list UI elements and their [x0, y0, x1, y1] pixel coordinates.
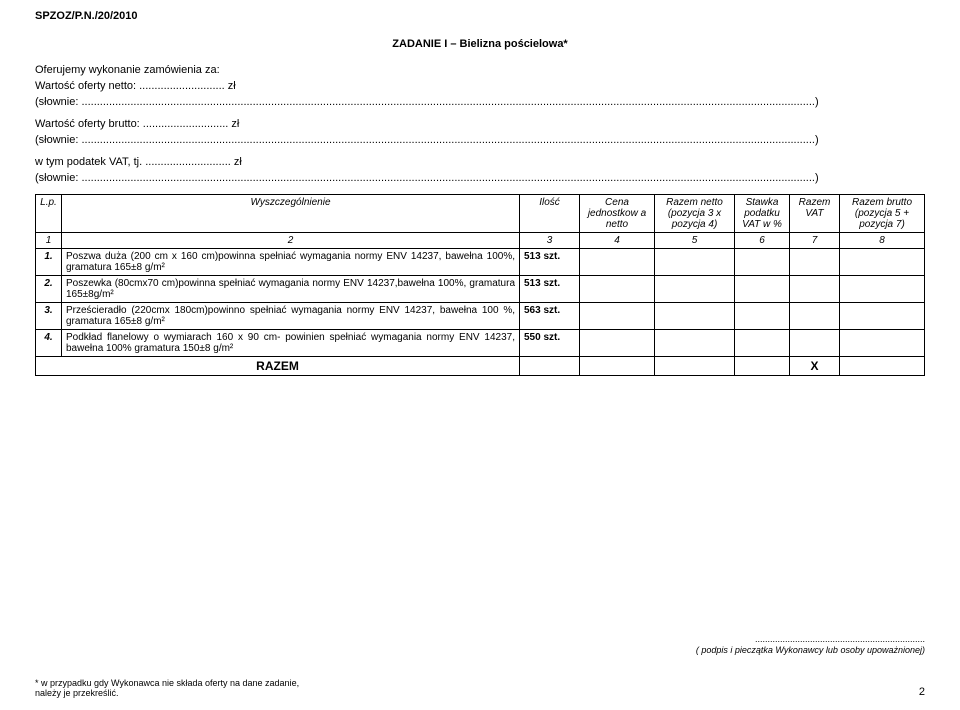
razem-empty	[580, 357, 655, 376]
razem-x: X	[790, 357, 840, 376]
col-rbrutto: Razem brutto (pozycja 5 + pozycja 7)	[840, 195, 925, 233]
row-rbrutto	[840, 276, 925, 303]
doc-id: SPZOZ/P.N./20/2010	[35, 10, 925, 22]
col-stawka: Stawka podatku VAT w %	[735, 195, 790, 233]
col-cena: Cena jednostkow a netto	[580, 195, 655, 233]
slownie-brutto: (słownie: ..............................…	[35, 134, 925, 146]
row-rnetto	[655, 330, 735, 357]
items-table: L.p. Wyszczególnienie Ilość Cena jednost…	[35, 194, 925, 376]
colnum-1: 1	[36, 233, 62, 249]
row-cena	[580, 303, 655, 330]
colnum-3: 3	[520, 233, 580, 249]
row-qty: 563 szt.	[520, 303, 580, 330]
signature-caption: ( podpis i pieczątka Wykonawcy lub osoby…	[696, 645, 925, 655]
col-ilosc: Ilość	[520, 195, 580, 233]
row-desc: Podkład flanelowy o wymiarach 160 x 90 c…	[62, 330, 520, 357]
row-rbrutto	[840, 330, 925, 357]
row-cena	[580, 330, 655, 357]
col-wysz: Wyszczególnienie	[62, 195, 520, 233]
slownie-netto: (słownie: ..............................…	[35, 96, 925, 108]
row-stawka	[735, 249, 790, 276]
signature-area: ........................................…	[696, 634, 925, 655]
row-num: 1.	[36, 249, 62, 276]
row-stawka	[735, 303, 790, 330]
row-rnetto	[655, 303, 735, 330]
row-rvat	[790, 276, 840, 303]
row-cena	[580, 276, 655, 303]
table-row: 3. Prześcieradło (220cmx 180cm)powinno s…	[36, 303, 925, 330]
col-rnetto: Razem netto (pozycja 3 x pozycja 4)	[655, 195, 735, 233]
razem-empty	[520, 357, 580, 376]
colnum-5: 5	[655, 233, 735, 249]
table-row: 4. Podkład flanelowy o wymiarach 160 x 9…	[36, 330, 925, 357]
slownie-dots: ........................................…	[81, 96, 814, 108]
page-number: 2	[919, 686, 925, 698]
row-rbrutto	[840, 303, 925, 330]
table-numbering-row: 1 2 3 4 5 6 7 8	[36, 233, 925, 249]
slownie-dots: ........................................…	[81, 172, 814, 184]
slownie-close: )	[815, 172, 819, 184]
slownie-close: )	[815, 96, 819, 108]
row-rnetto	[655, 276, 735, 303]
col-rvat: Razem VAT	[790, 195, 840, 233]
table-row: 2. Poszewka (80cmx70 cm)powinna spełniać…	[36, 276, 925, 303]
row-rvat	[790, 330, 840, 357]
colnum-4: 4	[580, 233, 655, 249]
colnum-7: 7	[790, 233, 840, 249]
table-razem-row: RAZEM X	[36, 357, 925, 376]
offer-intro: Oferujemy wykonanie zamówienia za:	[35, 64, 925, 76]
row-cena	[580, 249, 655, 276]
razem-empty	[840, 357, 925, 376]
slownie-open: (słownie:	[35, 172, 81, 184]
slownie-open: (słownie:	[35, 134, 81, 146]
row-rnetto	[655, 249, 735, 276]
col-lp: L.p.	[36, 195, 62, 233]
row-num: 4.	[36, 330, 62, 357]
footnote-line1: * w przypadku gdy Wykonawca nie składa o…	[35, 678, 299, 688]
row-qty: 550 szt.	[520, 330, 580, 357]
colnum-2: 2	[62, 233, 520, 249]
row-num: 3.	[36, 303, 62, 330]
footnote: * w przypadku gdy Wykonawca nie składa o…	[35, 678, 299, 698]
task-title: ZADANIE I – Bielizna pościelowa*	[35, 38, 925, 50]
razem-empty	[655, 357, 735, 376]
razem-label: RAZEM	[36, 357, 520, 376]
colnum-8: 8	[840, 233, 925, 249]
razem-empty	[735, 357, 790, 376]
row-desc: Poszwa duża (200 cm x 160 cm)powinna spe…	[62, 249, 520, 276]
row-qty: 513 szt.	[520, 249, 580, 276]
row-stawka	[735, 330, 790, 357]
row-rvat	[790, 303, 840, 330]
brutto-line: Wartość oferty brutto: .................…	[35, 118, 925, 130]
signature-dots: ........................................…	[696, 634, 925, 644]
row-num: 2.	[36, 276, 62, 303]
row-rbrutto	[840, 249, 925, 276]
row-rvat	[790, 249, 840, 276]
table-row: 1. Poszwa duża (200 cm x 160 cm)powinna …	[36, 249, 925, 276]
slownie-vat: (słownie: ..............................…	[35, 172, 925, 184]
row-qty: 513 szt.	[520, 276, 580, 303]
slownie-dots: ........................................…	[81, 134, 814, 146]
row-stawka	[735, 276, 790, 303]
footnote-line2: należy je przekreślić.	[35, 688, 299, 698]
colnum-6: 6	[735, 233, 790, 249]
slownie-open: (słownie:	[35, 96, 81, 108]
netto-line: Wartość oferty netto: ..................…	[35, 80, 925, 92]
vat-line: w tym podatek VAT, tj. .................…	[35, 156, 925, 168]
row-desc: Prześcieradło (220cmx 180cm)powinno speł…	[62, 303, 520, 330]
row-desc: Poszewka (80cmx70 cm)powinna spełniać wy…	[62, 276, 520, 303]
table-header-row: L.p. Wyszczególnienie Ilość Cena jednost…	[36, 195, 925, 233]
slownie-close: )	[815, 134, 819, 146]
